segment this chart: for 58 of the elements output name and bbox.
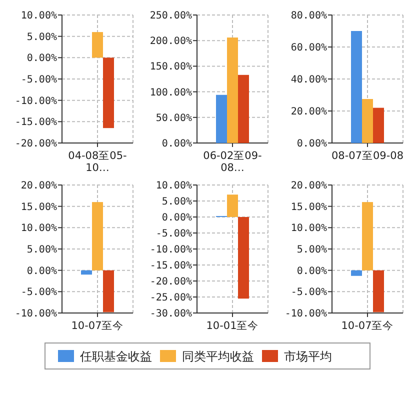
y-tick-label: -20.00%	[14, 138, 57, 150]
y-tick-label: -15.00%	[14, 117, 57, 128]
y-tick-label: -5.00%	[20, 74, 57, 86]
bar	[227, 194, 238, 217]
x-tick-label: 10-07至今	[71, 320, 124, 332]
bar	[362, 99, 373, 143]
y-tick-label: 5.00%	[162, 196, 192, 208]
legend-label: 同类平均收益	[182, 350, 254, 364]
y-tick-label: 0.00%	[162, 138, 192, 150]
y-tick-label: -10.00%	[14, 308, 57, 320]
y-tick-label: -25.00%	[150, 292, 192, 304]
y-tick-label: 10.00%	[20, 10, 57, 22]
y-tick-label: 20.00%	[290, 180, 327, 192]
y-tick-label: 5.00%	[26, 244, 57, 256]
y-tick-label: 50.00%	[156, 112, 192, 124]
y-tick-label: 5.00%	[26, 32, 57, 43]
y-tick-label: 5.00%	[296, 244, 327, 256]
y-tick-label: -20.00%	[150, 276, 192, 288]
y-tick-label: 15.00%	[20, 202, 57, 213]
y-tick-label: -10.00%	[150, 244, 192, 256]
y-tick-label: 0.00%	[162, 212, 192, 224]
y-tick-label: 0.00%	[296, 138, 327, 150]
bar	[238, 74, 249, 143]
legend-label: 任职基金收益	[79, 350, 152, 364]
y-tick-label: 15.00%	[290, 202, 327, 213]
y-tick-label: 10.00%	[290, 223, 327, 234]
y-tick-label: 250.00%	[150, 10, 192, 22]
y-tick-label: 80.00%	[290, 10, 327, 22]
y-tick-label: 0.00%	[26, 266, 57, 277]
y-tick-label: 0.00%	[296, 266, 327, 277]
y-tick-label: 10.00%	[20, 223, 57, 234]
x-tick-label: 10-07至今	[341, 320, 394, 332]
bar	[216, 94, 227, 143]
x-tick-label: 08-07至09-08	[331, 150, 404, 162]
y-tick-label: 100.00%	[150, 87, 192, 98]
bar	[351, 31, 362, 143]
y-tick-label: 0.00%	[26, 53, 57, 64]
y-tick-label: 200.00%	[150, 36, 192, 48]
x-tick-label: 04-08至05-10…	[68, 150, 128, 174]
y-tick-label: -5.00%	[156, 228, 192, 240]
y-tick-label: -10.00%	[284, 308, 327, 320]
y-tick-label: -5.00%	[290, 287, 327, 298]
y-tick-label: 10.00%	[156, 180, 192, 192]
y-tick-label: 20.00%	[20, 180, 57, 192]
y-tick-label: -10.00%	[14, 96, 57, 107]
x-tick-label: 10-01至今	[206, 320, 259, 332]
y-tick-label: -30.00%	[150, 308, 192, 320]
legend-label: 市场平均	[284, 350, 332, 364]
y-tick-label: 20.00%	[290, 106, 327, 118]
y-tick-label: 40.00%	[290, 74, 327, 86]
y-tick-label: 150.00%	[150, 62, 192, 73]
bar	[227, 38, 238, 143]
bar	[373, 108, 384, 143]
y-tick-label: -15.00%	[150, 260, 192, 272]
x-tick-label: 06-02至09-08…	[203, 150, 262, 174]
y-tick-label: -5.00%	[20, 287, 57, 298]
bar	[238, 217, 249, 299]
y-tick-label: 60.00%	[290, 42, 327, 54]
